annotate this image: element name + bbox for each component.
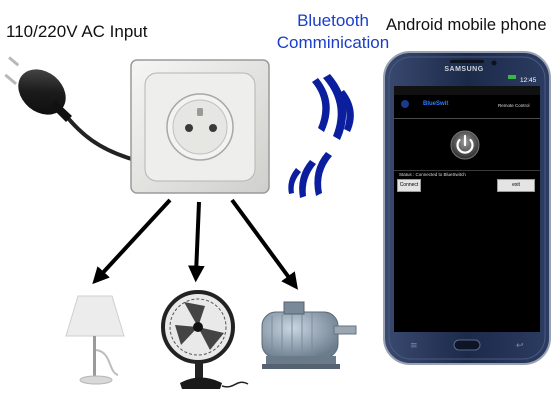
electric-motor-icon [261,301,357,369]
bluetooth-communication-label: Bluetooth Comminication [276,10,390,54]
table-lamp-icon [65,295,125,385]
power-arrows [92,198,298,290]
ac-input-label: 110/220V AC Input [6,22,148,41]
connection-status-text: Status : Connected to BlueSwitch [399,172,466,177]
phone-label: Android mobile phone [386,16,547,34]
phone-brand: SAMSUNG [444,66,484,73]
connect-button[interactable]: Connect [397,179,421,192]
bluetooth-label-line2: Comminication [276,33,390,52]
app-header-right-text: Remote Control [498,103,530,108]
svg-text:↩: ↩ [516,341,524,351]
power-button-icon [450,130,480,160]
svg-text:≡: ≡ [410,341,418,351]
wall-socket-icon [130,59,270,194]
euro-plug-icon [4,56,136,162]
bluetooth-signal-waves [288,74,354,198]
arrow-to-fan [187,201,205,283]
app-title: BlueSwit [423,101,449,107]
arrow-to-motor [230,198,298,290]
bluetooth-label-line1: Bluetooth [297,11,369,30]
android-phone: ≡ ↩ [383,51,551,365]
phone-screen [394,86,540,332]
exit-button[interactable]: exit [497,179,535,192]
status-bar-time: 12:45 [520,77,537,84]
arrow-to-lamp [92,198,172,285]
desk-fan-icon [161,290,249,389]
